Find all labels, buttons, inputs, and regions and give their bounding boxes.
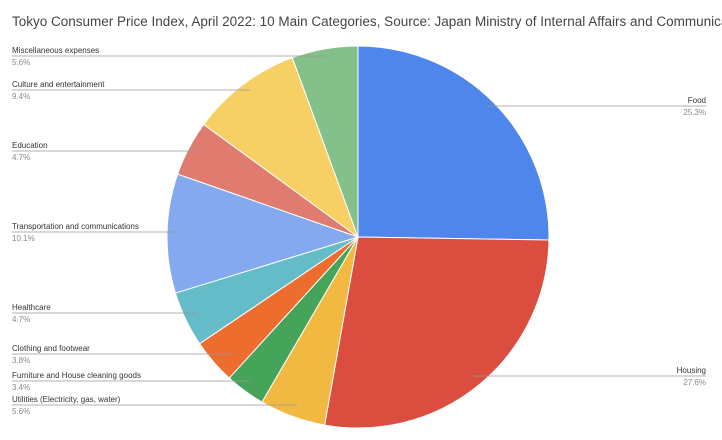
value-label: 4.7%	[12, 315, 30, 324]
legend-label: Clothing and footwear	[12, 344, 90, 353]
legend-label: Education	[12, 141, 48, 150]
legend-label: Transportation and communications	[12, 222, 139, 231]
value-label: 9.4%	[12, 92, 30, 101]
legend-label: Housing	[677, 366, 706, 375]
pie-slice	[166, 173, 360, 294]
pie-slice	[291, 45, 359, 238]
value-label: 27.6%	[683, 378, 706, 387]
value-label: 4.7%	[12, 153, 30, 162]
pie-slice	[324, 236, 550, 429]
legend-label: Culture and entertainment	[12, 80, 105, 89]
legend-label: Utilities (Electricity, gas, water)	[12, 395, 121, 404]
legend-label: Healthcare	[12, 303, 51, 312]
value-label: 10.1%	[12, 234, 35, 243]
chart-title: Tokyo Consumer Price Index, April 2022: …	[12, 14, 722, 29]
pie-slice	[357, 45, 550, 241]
legend-label: Furniture and House cleaning goods	[12, 371, 141, 380]
value-label: 5.6%	[12, 58, 30, 67]
value-label: 25.3%	[683, 108, 706, 117]
legend-label: Food	[688, 96, 706, 105]
value-label: 5.6%	[12, 407, 30, 416]
legend-label: Miscellaneous expenses	[12, 46, 99, 55]
pie-slice	[202, 57, 360, 239]
value-label: 3.4%	[12, 383, 30, 392]
value-label: 3.8%	[12, 356, 30, 365]
